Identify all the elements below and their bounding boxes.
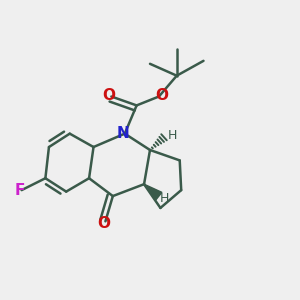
Text: H: H <box>168 129 178 142</box>
Text: F: F <box>15 183 25 198</box>
Text: H: H <box>160 192 170 205</box>
Text: N: N <box>117 126 130 141</box>
Text: O: O <box>102 88 115 103</box>
Polygon shape <box>144 184 162 200</box>
Text: O: O <box>155 88 168 103</box>
Text: O: O <box>98 216 110 231</box>
